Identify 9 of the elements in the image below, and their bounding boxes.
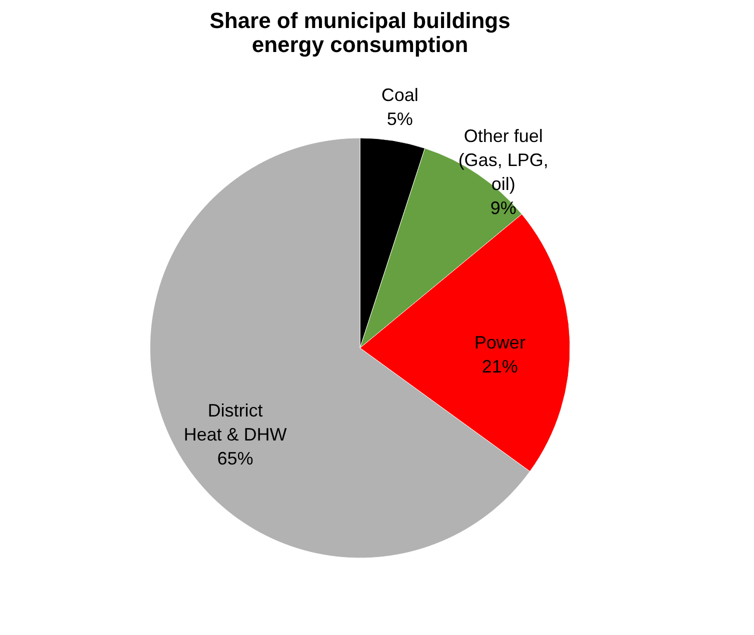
data-label: 9% — [490, 198, 516, 218]
data-label: 21% — [482, 356, 518, 377]
slice-label: Coal — [381, 85, 418, 106]
data-label: 5% — [386, 109, 413, 130]
chart-title: Share of municipal buildings energy consumption — [210, 8, 510, 58]
slice-label: District Heat & DHW — [184, 400, 287, 445]
slice-label: Other fuel (Gas, LPG, oil) — [458, 126, 548, 194]
slice-label: Power — [474, 332, 526, 353]
data-label: 65% — [217, 448, 254, 469]
